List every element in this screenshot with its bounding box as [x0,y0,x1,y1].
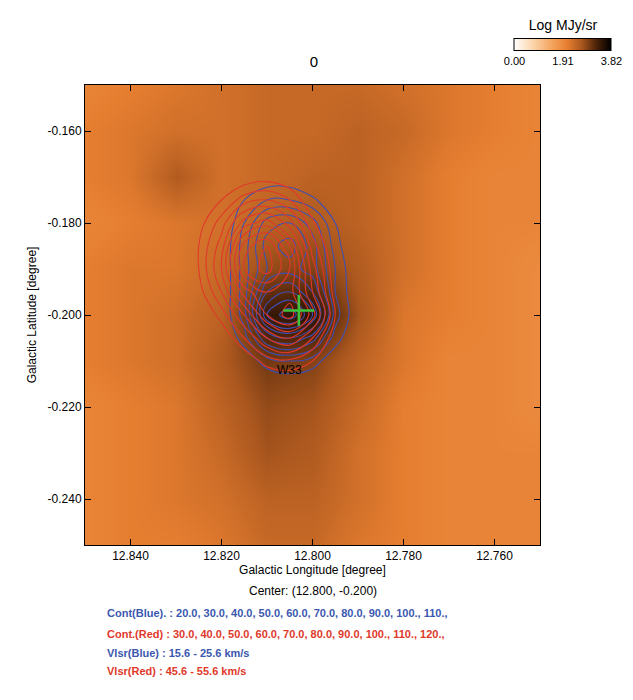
svg-text:-0.180: -0.180 [48,216,82,230]
svg-text:Galactic Longitude [degree]: Galactic Longitude [degree] [239,563,386,577]
svg-text:Vlsr(Blue) : 15.6 - 25.6 km/s: Vlsr(Blue) : 15.6 - 25.6 km/s [107,647,249,659]
svg-text:12.800: 12.800 [294,549,331,563]
svg-text:3.82: 3.82 [601,55,622,67]
svg-text:Cont.(Red) : 30.0, 40.0, 50.0,: Cont.(Red) : 30.0, 40.0, 50.0, 60.0, 70.… [107,628,445,640]
svg-text:1.91: 1.91 [552,55,573,67]
svg-text:12.780: 12.780 [385,549,422,563]
svg-text:12.840: 12.840 [112,549,149,563]
svg-text:-0.160: -0.160 [48,124,82,138]
svg-text:Galactic Latitude [degree]: Galactic Latitude [degree] [25,247,39,384]
svg-text:Cont(Blue). : 20.0, 30.0, 40.0: Cont(Blue). : 20.0, 30.0, 40.0, 50.0, 60… [107,607,448,619]
svg-text:-0.220: -0.220 [48,400,82,414]
svg-text:12.820: 12.820 [203,549,240,563]
svg-text:Center: (12.800, -0.200): Center: (12.800, -0.200) [249,584,377,598]
svg-text:W33: W33 [277,363,302,377]
svg-text:-0.200: -0.200 [48,308,82,322]
svg-text:12.760: 12.760 [476,549,513,563]
svg-text:-0.240: -0.240 [48,492,82,506]
svg-text:0.00: 0.00 [504,55,525,67]
svg-text:0: 0 [310,53,318,70]
svg-text:Log MJy/sr: Log MJy/sr [529,17,598,33]
svg-text:Vlsr(Red) : 45.6 - 55.6 km/s: Vlsr(Red) : 45.6 - 55.6 km/s [107,665,246,677]
